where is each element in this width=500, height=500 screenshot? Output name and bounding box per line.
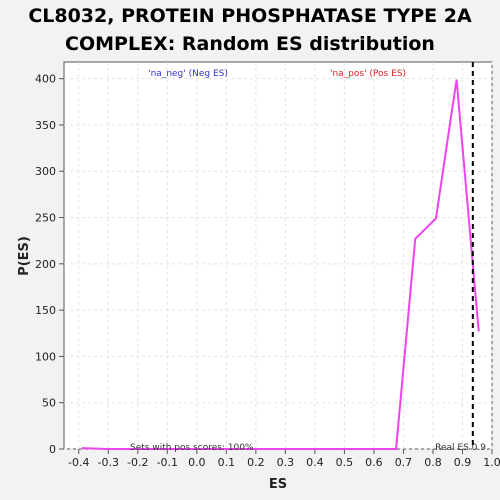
chart-title-line-1: CL8032, PROTEIN PHOSPHATASE TYPE 2A [28, 5, 472, 27]
x-tick-label: 0.9 [454, 456, 472, 469]
series-line [81, 79, 480, 450]
x-tick-label: 0.8 [424, 456, 442, 469]
x-tick-label: 0.0 [188, 456, 206, 469]
chart-title-line-2: COMPLEX: Random ES distribution [65, 33, 435, 55]
x-tick-label: 0.3 [277, 456, 295, 469]
x-tick-label: 0.4 [306, 456, 324, 469]
x-tick-label: -0.3 [98, 456, 119, 469]
x-tick-label: 0.1 [218, 456, 236, 469]
x-tick-label: 0.7 [395, 456, 413, 469]
chart-title: CL8032, PROTEIN PHOSPHATASE TYPE 2A COMP… [0, 2, 500, 58]
pos-es-label: 'na_pos' (Pos ES) [330, 69, 406, 79]
y-tick-label: 400 [35, 73, 56, 86]
pos-scores-note: Sets with pos scores: 100% [130, 443, 254, 453]
grid [64, 62, 493, 450]
neg-es-label: 'na_neg' (Neg ES) [148, 69, 228, 79]
x-tick-label: -0.2 [127, 456, 148, 469]
y-axis-ticks: 0 50 100 150 200 250 300 350 400 [35, 73, 64, 456]
y-tick-label: 300 [35, 165, 56, 178]
x-tick-label: 0.2 [247, 456, 265, 469]
x-tick-label: 0.5 [336, 456, 354, 469]
x-axis-ticks: -0.4 -0.3 -0.2 -0.1 0.0 0.1 0.2 0.3 0.4 0.5 0.6 0.7… [68, 449, 500, 469]
y-tick-label: 250 [35, 212, 56, 225]
x-tick-label: -0.4 [68, 456, 89, 469]
x-tick-label: 1.0 [483, 456, 500, 469]
real-es-note: Real ES 0.9 [435, 443, 486, 453]
x-tick-label: -0.1 [157, 456, 178, 469]
x-tick-label: 0.6 [365, 456, 383, 469]
y-tick-label: 0 [49, 443, 56, 456]
y-tick-label: 100 [35, 350, 56, 363]
x-axis-label: ES [269, 477, 287, 492]
y-tick-label: 50 [42, 397, 56, 410]
y-tick-label: 350 [35, 119, 56, 132]
y-tick-label: 200 [35, 258, 56, 271]
y-axis-label: P(ES) [17, 236, 32, 276]
plot-area [63, 61, 493, 450]
y-tick-label: 150 [35, 304, 56, 317]
